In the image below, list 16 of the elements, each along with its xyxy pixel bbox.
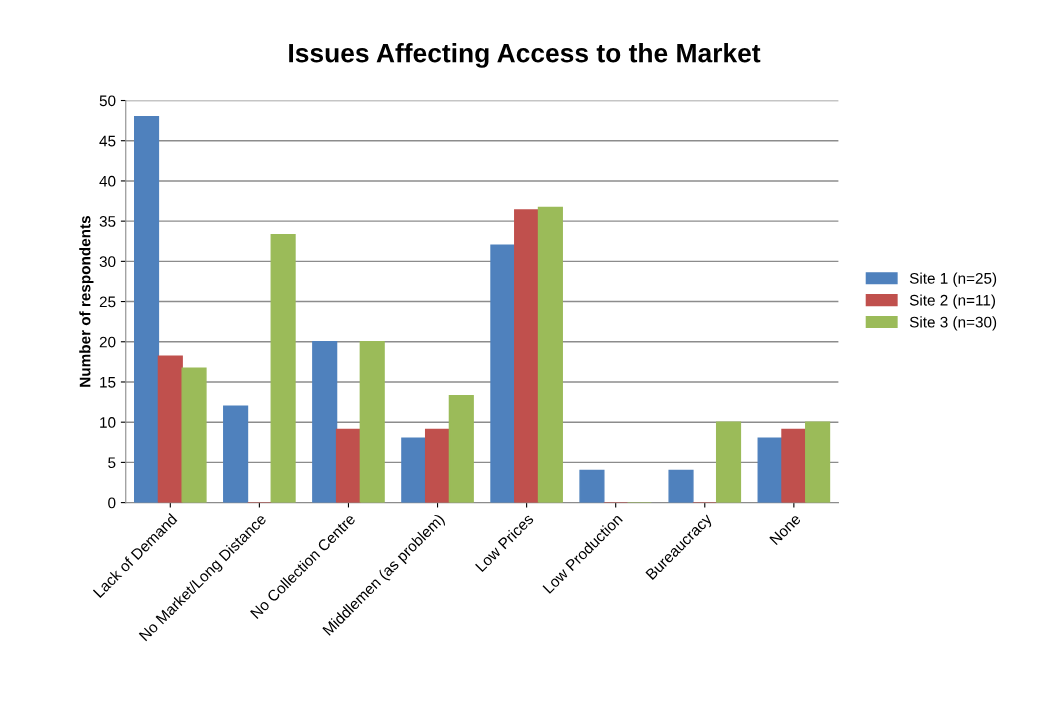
legend-label: Site 3 (n=30) xyxy=(909,316,997,331)
y-tick-label: 35 xyxy=(99,216,116,227)
y-tick-label: 10 xyxy=(100,417,116,428)
y-tick-label: 20 xyxy=(99,336,116,348)
y-tick-label: 40 xyxy=(99,175,116,187)
y-tick-label: 45 xyxy=(99,135,116,147)
y-tick-label: 5 xyxy=(108,457,116,469)
chart-title: Issues Affecting Access to the Market xyxy=(289,43,761,68)
y-tick-label: 50 xyxy=(99,95,116,107)
y-tick-label: 25 xyxy=(99,296,116,308)
legend-label: Site 1 (n=25) xyxy=(909,272,997,287)
legend-label: Site 2 (n=11) xyxy=(909,294,996,309)
y-tick-label: 15 xyxy=(100,377,116,388)
y-axis-title: Number of respondents xyxy=(79,216,94,387)
y-tick-label: 0 xyxy=(108,497,116,509)
y-tick-label: 30 xyxy=(99,256,116,268)
